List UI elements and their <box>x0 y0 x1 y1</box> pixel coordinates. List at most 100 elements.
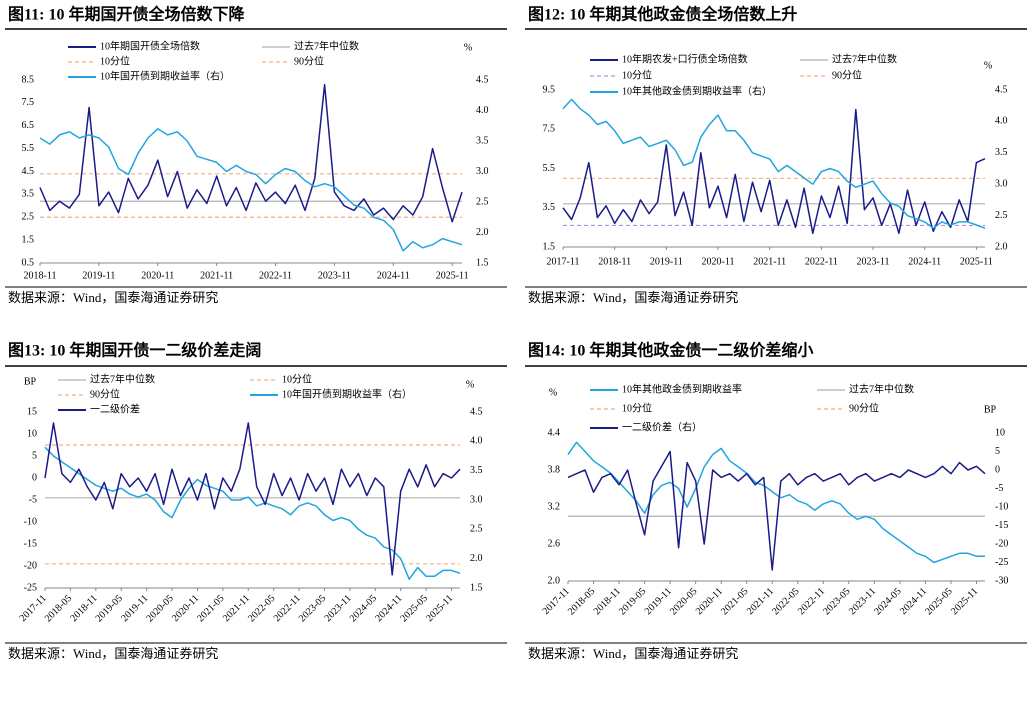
x-tick-label: 2023-05 <box>821 586 852 617</box>
x-tick-label: 2018-11 <box>592 586 623 617</box>
x-tick-label: 2017-11 <box>541 586 572 617</box>
x-tick-label: 2023-11 <box>847 586 878 617</box>
y-tick-label: 4.4 <box>548 427 561 438</box>
source-note: 数据来源：Wind，国泰海通证券研究 <box>528 646 738 661</box>
x-tick-label: 2025-11 <box>436 270 469 281</box>
x-tick-label: 2019-11 <box>650 256 683 267</box>
series-line <box>39 83 463 223</box>
x-tick-label: 2022-11 <box>796 586 827 617</box>
y2-tick-label: -10 <box>995 501 1008 512</box>
y2-tick-label: 4.0 <box>470 436 483 447</box>
x-tick-label: 2019-05 <box>94 593 125 624</box>
y-tick-label: 15 <box>27 406 37 417</box>
y2-tick-label: 1.5 <box>476 257 489 268</box>
series-line <box>562 108 986 235</box>
y-tick-label: 5 <box>32 450 37 461</box>
legend-label: 10年国开债到期收益率（右） <box>282 387 412 400</box>
x-tick-label: 2020-11 <box>170 593 201 624</box>
y-unit: % <box>549 387 557 398</box>
y2-tick-label: -15 <box>995 520 1008 531</box>
y2-tick-label: 3.5 <box>995 147 1008 158</box>
x-tick-label: 2019-11 <box>82 270 115 281</box>
x-tick-label: 2021-11 <box>200 270 233 281</box>
y-tick-label: 8.5 <box>22 74 35 85</box>
source-note: 数据来源：Wind，国泰海通证券研究 <box>8 290 218 305</box>
y-tick-label: 6.5 <box>22 120 35 131</box>
x-tick-label: 2022-11 <box>259 270 292 281</box>
y-tick-label: 2.6 <box>548 538 561 549</box>
x-tick-label: 2023-05 <box>297 593 328 624</box>
x-tick-label: 2020-05 <box>668 586 699 617</box>
y-tick-label: -20 <box>24 560 37 571</box>
series-line <box>39 128 463 252</box>
x-tick-label: 2020-05 <box>144 593 175 624</box>
legend-label: 90分位 <box>832 68 862 81</box>
x-tick-label: 2022-05 <box>770 586 801 617</box>
x-tick-label: 2024-11 <box>908 256 941 267</box>
x-tick-label: 2025-05 <box>923 586 954 617</box>
x-tick-label: 2019-11 <box>119 593 150 624</box>
y2-unit: % <box>466 379 474 390</box>
y-tick-label: 9.5 <box>543 84 556 95</box>
y-tick-label: 3.8 <box>548 464 561 475</box>
y-tick-label: 4.5 <box>22 166 35 177</box>
series-line <box>44 446 461 580</box>
x-tick-label: 2022-11 <box>272 593 303 624</box>
y2-tick-label: -25 <box>995 557 1008 568</box>
y2-tick-label: 3.0 <box>995 178 1008 189</box>
y-tick-label: -10 <box>24 516 37 527</box>
legend-label: 10分位 <box>622 401 652 414</box>
y-tick-label: -25 <box>24 582 37 593</box>
chart-title: 图13: 10 年期国开债一二级价差走阔 <box>8 341 261 360</box>
y2-tick-label: -5 <box>995 483 1003 494</box>
legend-label: 一二级价差 <box>90 402 140 415</box>
x-tick-label: 2021-05 <box>195 593 226 624</box>
y-tick-label: 2.5 <box>22 212 35 223</box>
series-line <box>567 450 986 571</box>
x-tick-label: 2017-11 <box>547 256 580 267</box>
x-tick-label: 2023-11 <box>857 256 890 267</box>
x-tick-label: 2021-11 <box>221 593 252 624</box>
source-note: 数据来源：Wind，国泰海通证券研究 <box>8 646 218 661</box>
y2-tick-label: 10 <box>995 427 1005 438</box>
series-line <box>44 422 461 576</box>
x-tick-label: 2023-11 <box>323 593 354 624</box>
source-note: 数据来源：Wind，国泰海通证券研究 <box>528 290 738 305</box>
legend-label: 10年其他政金债到期收益率（右） <box>622 84 772 97</box>
y2-tick-label: 4.5 <box>995 84 1008 95</box>
legend-label: 过去7年中位数 <box>90 372 155 385</box>
y2-tick-label: 0 <box>995 464 1000 475</box>
legend-label: 一二级价差（右） <box>622 420 702 433</box>
y-tick-label: 1.5 <box>543 241 556 252</box>
chart-title: 图11: 10 年期国开债全场倍数下降 <box>8 5 245 24</box>
legend-label: 10年期农发+口行债全场倍数 <box>622 52 748 65</box>
y2-tick-label: 3.0 <box>476 166 489 177</box>
y-tick-label: 10 <box>27 428 37 439</box>
x-tick-label: 2021-05 <box>719 586 750 617</box>
x-tick-label: 2019-11 <box>643 586 674 617</box>
x-tick-label: 2024-05 <box>348 593 379 624</box>
x-tick-label: 2024-11 <box>373 593 404 624</box>
y-tick-label: 3.5 <box>543 202 556 213</box>
y2-unit: % <box>464 42 472 53</box>
y-tick-label: 1.5 <box>22 234 35 245</box>
series-line <box>562 98 986 229</box>
y2-tick-label: 4.0 <box>476 105 489 116</box>
x-tick-label: 2019-05 <box>617 586 648 617</box>
x-tick-label: 2024-11 <box>377 270 410 281</box>
chart-title: 图12: 10 年期其他政金债全场倍数上升 <box>528 5 797 24</box>
series-line <box>567 441 985 564</box>
legend-label: 90分位 <box>294 54 324 67</box>
legend-label: 10分位 <box>622 68 652 81</box>
x-tick-label: 2025-11 <box>424 593 455 624</box>
y2-tick-label: 2.0 <box>995 241 1008 252</box>
y2-tick-label: 2.5 <box>470 524 483 535</box>
y2-tick-label: -30 <box>995 575 1008 586</box>
y-tick-label: 3.2 <box>548 501 561 512</box>
y2-unit: BP <box>984 404 997 415</box>
legend-label: 10分位 <box>282 372 312 385</box>
y2-tick-label: 2.5 <box>995 210 1008 221</box>
x-tick-label: 2025-11 <box>960 256 993 267</box>
